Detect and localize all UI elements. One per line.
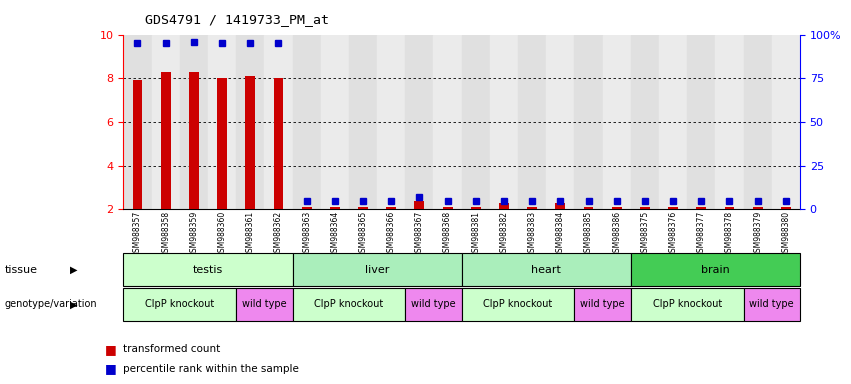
Text: genotype/variation: genotype/variation xyxy=(4,299,97,310)
Bar xyxy=(330,207,340,209)
Bar xyxy=(321,35,349,209)
Bar xyxy=(245,76,255,209)
Bar xyxy=(499,203,509,209)
Text: liver: liver xyxy=(365,265,389,275)
Bar xyxy=(217,78,227,209)
Text: ■: ■ xyxy=(105,362,117,375)
Text: percentile rank within the sample: percentile rank within the sample xyxy=(123,364,300,374)
Bar xyxy=(574,35,603,209)
Bar xyxy=(518,35,546,209)
Text: wild type: wild type xyxy=(411,299,456,310)
Bar xyxy=(349,35,377,209)
Bar xyxy=(358,207,368,209)
Bar xyxy=(189,72,199,209)
Bar xyxy=(612,207,621,209)
Bar xyxy=(781,207,791,209)
Bar xyxy=(377,35,405,209)
Bar xyxy=(405,35,433,209)
Text: wild type: wild type xyxy=(242,299,287,310)
Text: GDS4791 / 1419733_PM_at: GDS4791 / 1419733_PM_at xyxy=(145,13,328,26)
Bar xyxy=(744,35,772,209)
Bar xyxy=(640,207,650,209)
Bar xyxy=(753,207,762,209)
Bar xyxy=(490,35,518,209)
Bar xyxy=(528,207,537,209)
Bar xyxy=(236,35,265,209)
Bar xyxy=(471,207,481,209)
Bar xyxy=(461,35,490,209)
Bar xyxy=(716,35,744,209)
Bar xyxy=(433,35,461,209)
Bar xyxy=(302,207,311,209)
Text: ClpP knockout: ClpP knockout xyxy=(146,299,214,310)
Bar xyxy=(556,203,565,209)
Bar xyxy=(386,207,396,209)
Bar xyxy=(772,35,800,209)
Text: tissue: tissue xyxy=(4,265,37,275)
Text: ClpP knockout: ClpP knockout xyxy=(314,299,384,310)
Bar xyxy=(631,35,659,209)
Text: ■: ■ xyxy=(105,343,117,356)
Text: ClpP knockout: ClpP knockout xyxy=(653,299,722,310)
Bar xyxy=(133,80,142,209)
Bar xyxy=(273,78,283,209)
Text: transformed count: transformed count xyxy=(123,344,220,354)
Bar xyxy=(443,207,453,209)
Bar xyxy=(123,35,151,209)
Bar xyxy=(584,207,593,209)
Text: heart: heart xyxy=(531,265,561,275)
Bar xyxy=(414,200,425,209)
Bar xyxy=(603,35,631,209)
Bar xyxy=(724,207,734,209)
Bar xyxy=(688,35,716,209)
Text: wild type: wild type xyxy=(750,299,794,310)
Bar xyxy=(668,207,678,209)
Bar xyxy=(265,35,293,209)
Text: ▶: ▶ xyxy=(70,299,77,310)
Text: testis: testis xyxy=(193,265,223,275)
Bar xyxy=(180,35,208,209)
Bar xyxy=(546,35,574,209)
Text: wild type: wild type xyxy=(580,299,625,310)
Bar xyxy=(151,35,180,209)
Bar xyxy=(696,207,706,209)
Text: ClpP knockout: ClpP knockout xyxy=(483,299,552,310)
Bar xyxy=(161,72,170,209)
Bar xyxy=(659,35,688,209)
Bar xyxy=(293,35,321,209)
Text: brain: brain xyxy=(701,265,730,275)
Bar xyxy=(208,35,236,209)
Text: ▶: ▶ xyxy=(70,265,77,275)
